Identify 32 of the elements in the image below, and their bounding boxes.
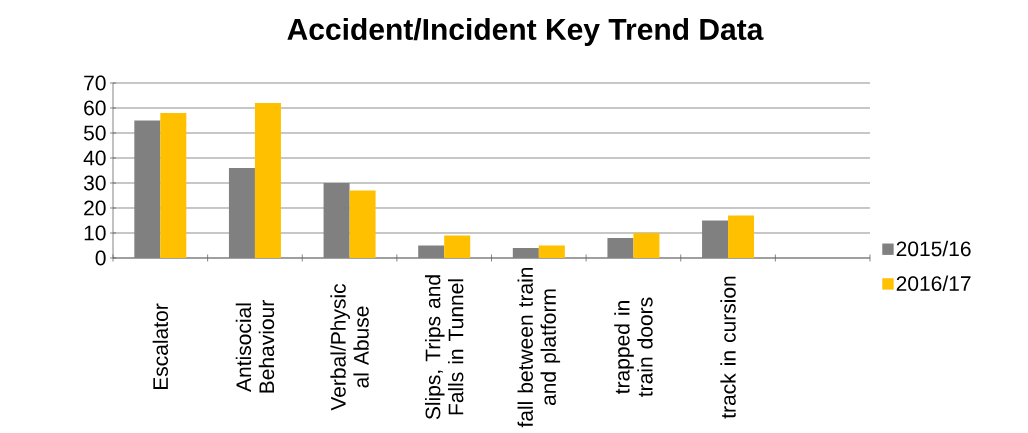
bar	[418, 245, 445, 258]
x-tick-label: Slips, Trips and Falls in Tunnel	[424, 275, 464, 420]
bar	[512, 247, 539, 258]
bar	[444, 235, 471, 258]
y-tick-label: 30	[83, 175, 106, 191]
bar	[702, 220, 729, 258]
bar	[323, 182, 350, 258]
y-tick-label: 60	[84, 100, 106, 116]
bar	[607, 237, 634, 258]
chart-title: Accident/Incident Key Trend Data	[287, 18, 764, 46]
y-tick-label: 10	[84, 225, 106, 241]
y-tick-label: 50	[83, 125, 106, 141]
legend-label: 2015/16	[896, 240, 971, 257]
bar	[728, 215, 755, 258]
bar	[538, 245, 565, 258]
x-tick-label: track in cursion	[720, 276, 736, 419]
x-tick-label: trapped in train doors	[614, 297, 653, 397]
x-tick-label: Escalator	[152, 303, 169, 390]
bar	[349, 190, 376, 258]
legend-label: 2016/17	[896, 275, 971, 291]
y-tick-label: 70	[84, 75, 106, 91]
bar	[160, 112, 187, 258]
y-tick-label: 40	[83, 150, 106, 166]
y-tick-label: 0	[95, 250, 106, 266]
bar	[228, 167, 255, 258]
x-tick-label: Antisocial Behaviour	[235, 300, 275, 393]
x-tick-label: fall between train and platform	[517, 267, 561, 428]
bar	[254, 102, 281, 258]
y-tick-label: 20	[84, 200, 106, 216]
bar	[134, 120, 161, 258]
x-tick-label: Verbal/Physic al Abuse	[330, 283, 369, 411]
bar	[633, 232, 660, 258]
